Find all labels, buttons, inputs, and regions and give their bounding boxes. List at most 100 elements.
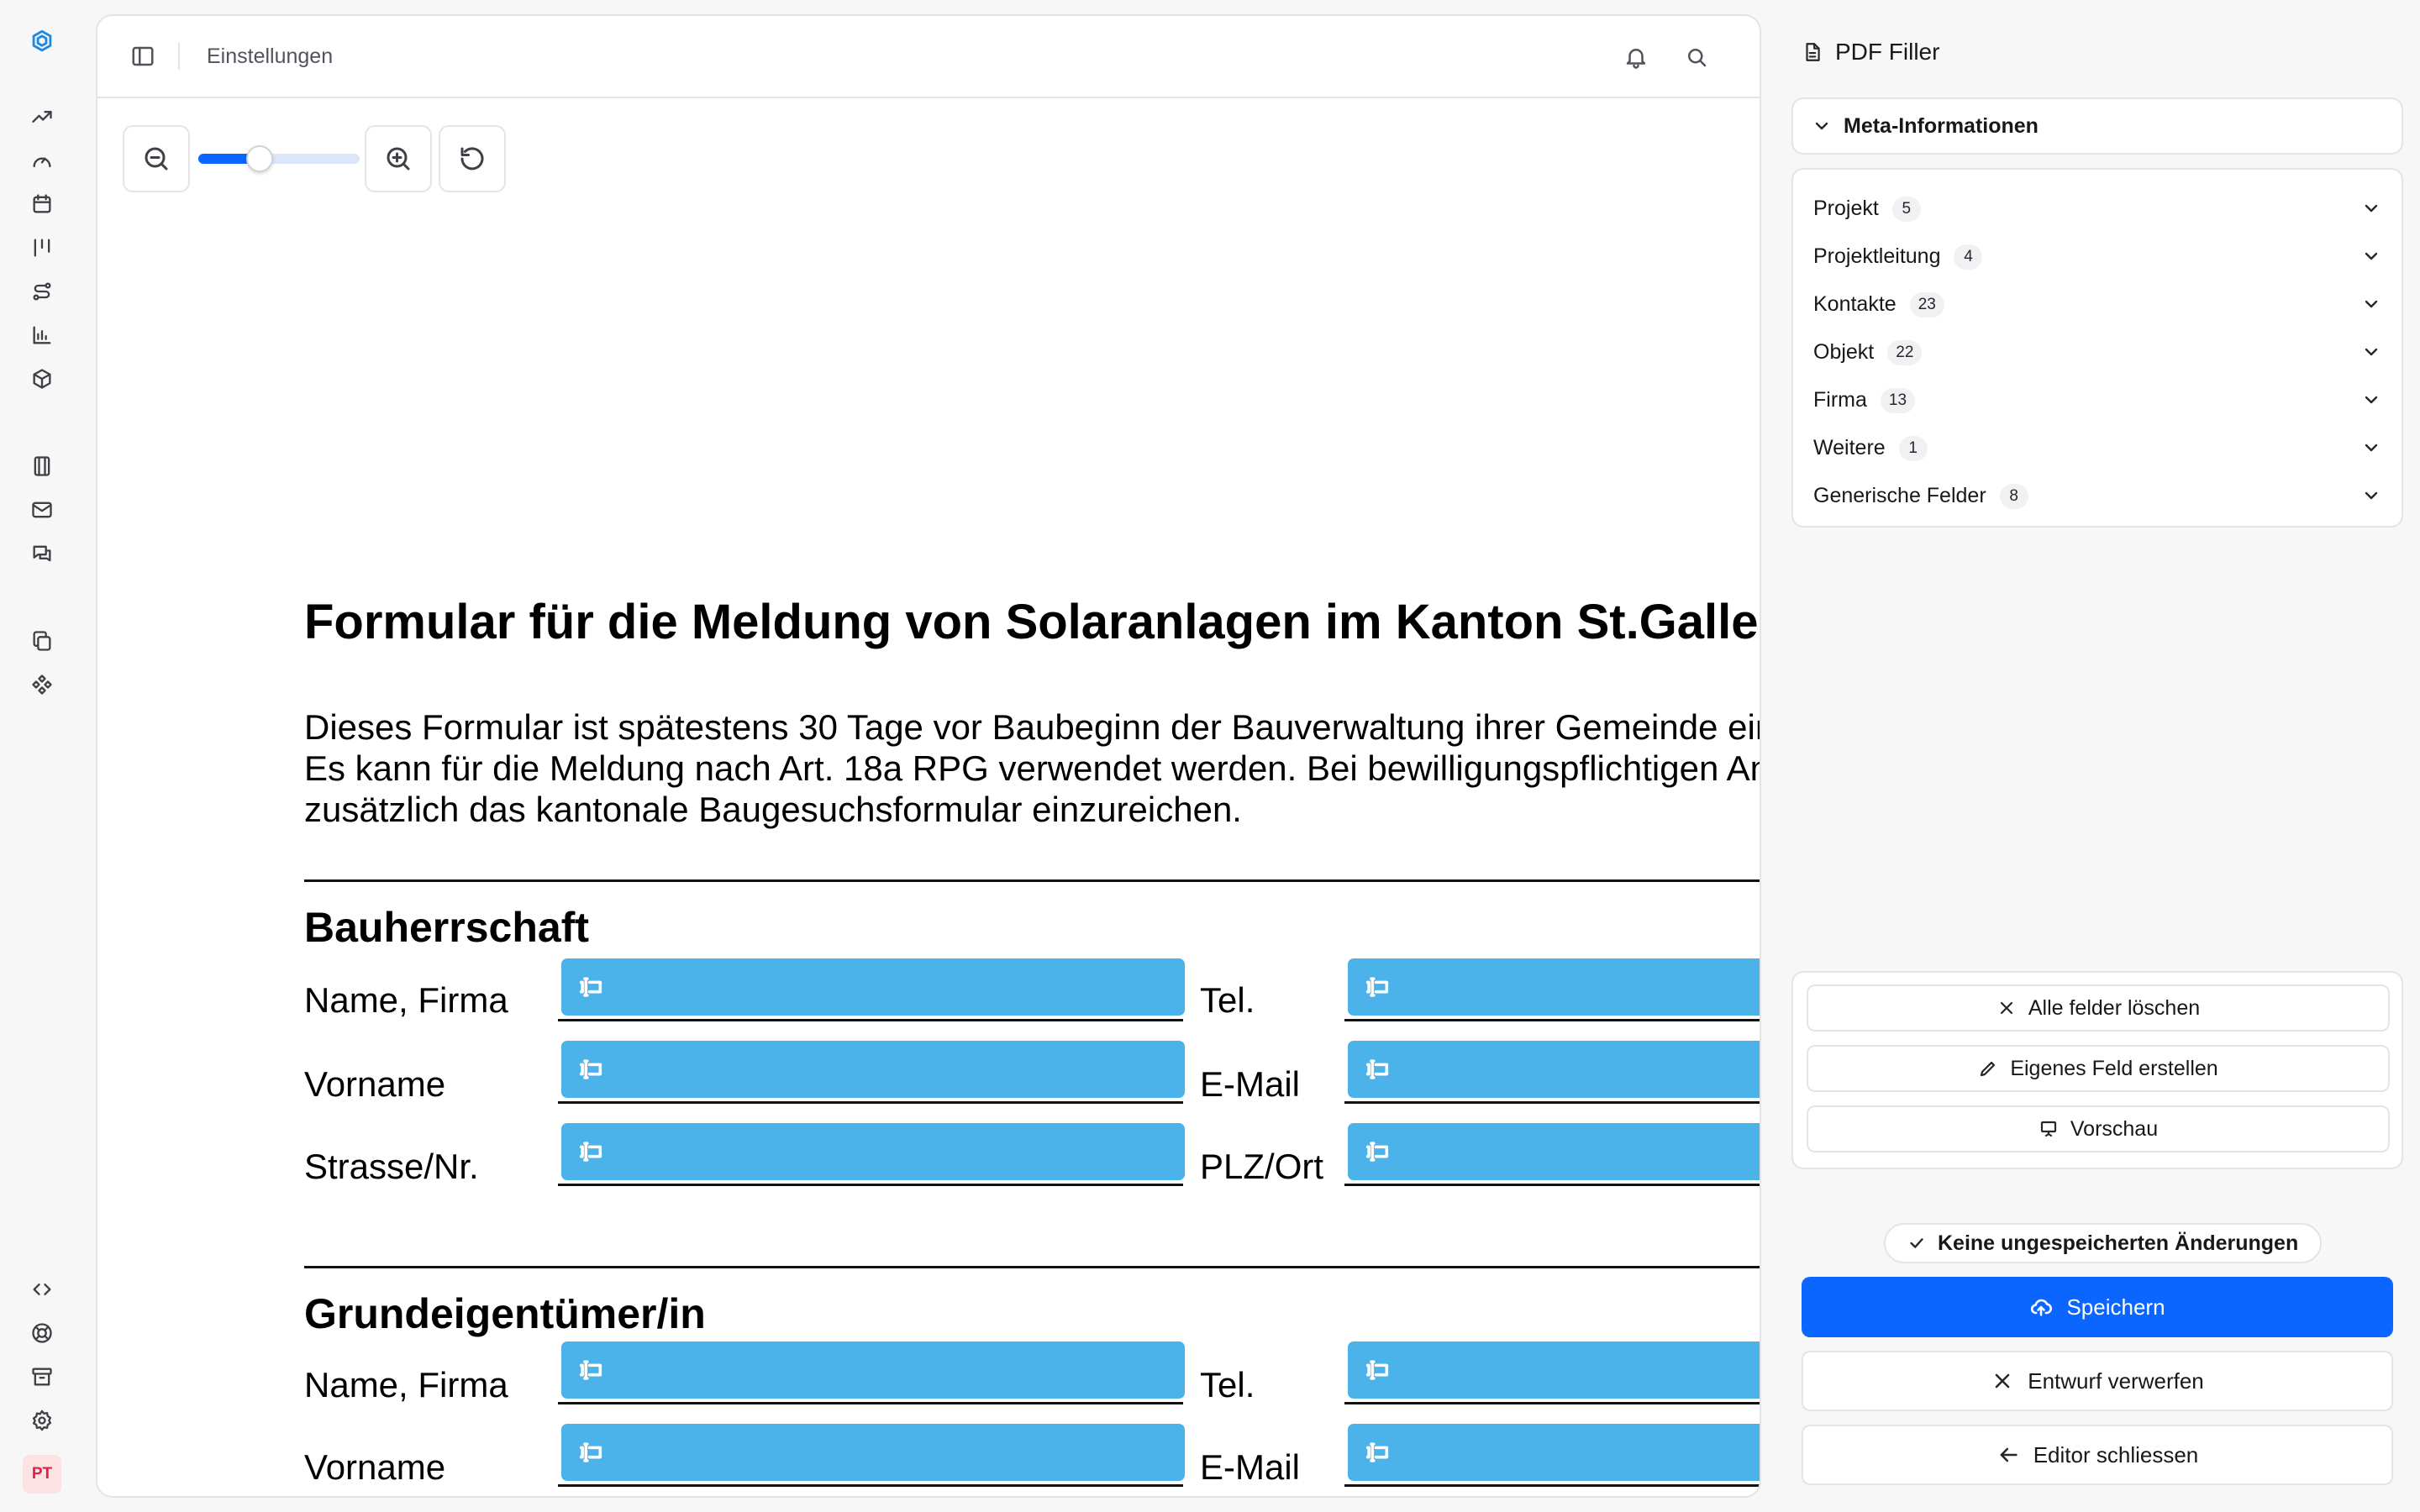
field-underline [1344, 1484, 1760, 1487]
gear-icon[interactable] [28, 1406, 56, 1435]
create-field-button[interactable]: Eigenes Feld erstellen [1807, 1045, 2390, 1092]
count-badge: 8 [1999, 483, 2028, 509]
pdf-canvas[interactable]: Formular für die Meldung von Solaranlage… [97, 98, 1760, 1496]
form-field-plz-ort[interactable] [1348, 1123, 1760, 1180]
group-projekt[interactable]: Projekt 5 [1793, 185, 2402, 233]
zoom-in-button[interactable] [365, 125, 432, 192]
field-underline [1344, 1184, 1760, 1186]
cloud-upload-icon [2031, 1299, 2053, 1316]
chat-icon[interactable] [28, 539, 56, 568]
field-groups: Projekt 5 Projektleitung 4 Kontakte 23 Obje… [1791, 168, 2403, 528]
form-field-strasse[interactable] [561, 1123, 1185, 1180]
paragraph-line: Dieses Formular ist spätestens 30 Tage v… [304, 707, 1760, 747]
section-divider [304, 879, 1760, 882]
arrow-left-icon [2000, 1447, 2018, 1462]
group-kontakte[interactable]: Kontakte 23 [1793, 281, 2402, 328]
file-stack-icon[interactable] [28, 452, 56, 480]
group-label: Objekt [1813, 340, 1875, 364]
text-cursor-icon [579, 1442, 602, 1462]
field-underline [1344, 1101, 1760, 1104]
copy-icon[interactable] [28, 627, 56, 655]
code-icon[interactable] [28, 1275, 56, 1304]
paragraph-line: Es kann für die Meldung nach Art. 18a RP… [304, 748, 1760, 788]
text-cursor-icon [1365, 1442, 1389, 1462]
zoom-out-button[interactable] [123, 125, 190, 192]
zoom-slider[interactable] [198, 145, 360, 172]
form-field-name[interactable] [561, 958, 1185, 1016]
section-heading: Grundeigentümer/in [304, 1290, 706, 1337]
document-paragraph: Dieses Formular ist spätestens 30 Tage v… [304, 706, 1760, 830]
document-title: Formular für die Meldung von Solaranlage… [304, 595, 1760, 649]
chevron-down-icon [2365, 491, 2378, 500]
button-label: Alle felder löschen [2028, 995, 2201, 1020]
save-button[interactable]: Speichern [1802, 1277, 2393, 1337]
components-icon[interactable] [28, 670, 56, 699]
preview-button[interactable]: Vorschau [1807, 1105, 2390, 1152]
form-field-vorname[interactable] [561, 1041, 1185, 1098]
chevron-down-icon [2365, 348, 2378, 356]
chevron-down-icon [2365, 300, 2378, 308]
route-icon[interactable] [28, 277, 56, 306]
zoom-slider-thumb[interactable] [245, 145, 273, 172]
logo-icon[interactable] [28, 28, 56, 56]
form-field-tel[interactable] [1348, 958, 1760, 1016]
count-badge: 13 [1880, 387, 1916, 413]
group-label: Firma [1813, 388, 1867, 412]
icon-rail: PT [0, 0, 86, 1512]
field-label: E-Mail [1200, 1447, 1301, 1487]
group-objekt[interactable]: Objekt 22 [1793, 328, 2402, 376]
trending-icon[interactable] [28, 102, 56, 131]
text-cursor-icon [1365, 1059, 1389, 1079]
group-projektleitung[interactable]: Projektleitung 4 [1793, 233, 2402, 281]
text-cursor-icon [579, 977, 602, 997]
group-firma[interactable]: Firma 13 [1793, 376, 2402, 424]
panel-title-text: PDF Filler [1835, 39, 1940, 65]
field-label: Strasse/Nr. [304, 1147, 479, 1186]
group-label: Projekt [1813, 197, 1879, 220]
group-generische-felder[interactable]: Generische Felder 8 [1793, 472, 2402, 520]
count-badge: 23 [1909, 291, 1944, 318]
section-divider [304, 1266, 1760, 1268]
lifebuoy-icon[interactable] [28, 1319, 56, 1347]
avatar[interactable]: PT [23, 1455, 61, 1494]
chevron-down-icon [2365, 396, 2378, 404]
bell-icon[interactable] [1620, 41, 1652, 73]
reset-zoom-button[interactable] [439, 125, 506, 192]
close-icon [2000, 1001, 2012, 1015]
field-actions: Alle felder löschen Eigenes Feld erstell… [1791, 971, 2403, 1169]
breadcrumb[interactable]: Einstellungen [207, 45, 334, 68]
group-label: Projektleitung [1813, 244, 1941, 268]
search-icon[interactable] [1681, 41, 1712, 73]
form-field-owner-email[interactable] [1348, 1424, 1760, 1481]
archive-icon[interactable] [28, 1362, 56, 1391]
group-label: Kontakte [1813, 292, 1897, 316]
discard-draft-button[interactable]: Entwurf verwerfen [1802, 1351, 2393, 1411]
group-label: Generische Felder [1813, 484, 1986, 507]
field-label: Vorname [304, 1064, 446, 1104]
clear-fields-button[interactable]: Alle felder löschen [1807, 984, 2390, 1032]
group-label: Weitere [1813, 436, 1886, 459]
close-editor-button[interactable]: Editor schliessen [1802, 1425, 2393, 1485]
count-badge: 1 [1898, 435, 1928, 461]
field-underline [558, 1184, 1183, 1186]
form-field-email[interactable] [1348, 1041, 1760, 1098]
chart-icon[interactable] [28, 321, 56, 349]
gauge-icon[interactable] [28, 146, 56, 175]
mail-icon[interactable] [28, 496, 56, 524]
box-icon[interactable] [28, 365, 56, 393]
columns-icon[interactable] [28, 234, 56, 262]
chevron-down-icon [2365, 204, 2378, 213]
group-weitere[interactable]: Weitere 1 [1793, 424, 2402, 472]
divider [178, 43, 180, 70]
field-label: Name, Firma [304, 980, 508, 1020]
form-field-owner-name[interactable] [561, 1341, 1185, 1399]
meta-info-toggle[interactable]: Meta-Informationen [1791, 97, 2403, 155]
zoom-slider-fill [198, 154, 260, 164]
calendar-icon[interactable] [28, 190, 56, 218]
form-field-owner-vorname[interactable] [561, 1424, 1185, 1481]
field-underline [558, 1484, 1183, 1487]
button-label: Speichern [2066, 1294, 2165, 1320]
field-underline [558, 1402, 1183, 1404]
form-field-owner-tel[interactable] [1348, 1341, 1760, 1399]
sidebar-toggle-icon[interactable] [128, 41, 158, 71]
